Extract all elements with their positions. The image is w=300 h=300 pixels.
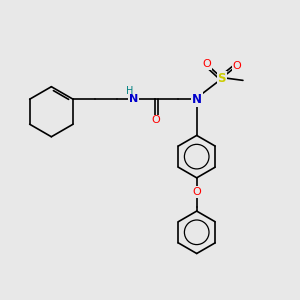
Text: O: O (192, 187, 201, 197)
Text: O: O (233, 61, 242, 70)
Text: S: S (218, 71, 226, 85)
Text: N: N (192, 93, 202, 106)
Text: O: O (202, 59, 211, 69)
Text: O: O (151, 116, 160, 125)
Text: H: H (126, 86, 134, 96)
Text: N: N (129, 94, 138, 104)
